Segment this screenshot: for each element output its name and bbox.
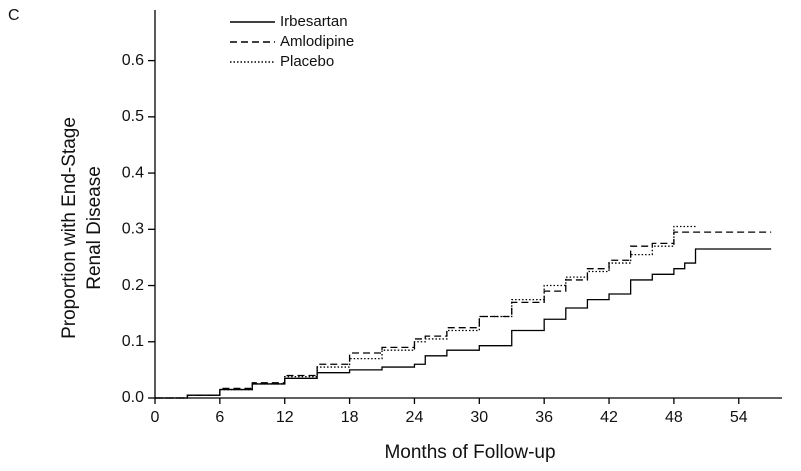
x-axis-label: Months of Follow-up [384, 442, 555, 463]
series-line [155, 231, 772, 399]
x-tick-label: 54 [730, 409, 748, 426]
x-tick-label: 30 [470, 409, 488, 426]
series-line [155, 248, 772, 399]
y-tick-label: 0.3 [122, 221, 144, 238]
y-axis-label: Renal Disease [84, 166, 105, 290]
y-tick-label: 0.2 [122, 277, 144, 294]
y-tick-label: 0.4 [122, 164, 144, 181]
x-tick-label: 12 [276, 409, 294, 426]
y-tick-label: 0.1 [122, 333, 144, 350]
x-tick-label: 48 [665, 409, 683, 426]
x-tick-label: 0 [151, 409, 160, 426]
x-tick-label: 6 [215, 409, 224, 426]
x-tick-label: 18 [341, 409, 359, 426]
y-axis-label: Proportion with End-Stage [59, 117, 80, 339]
y-tick-label: 0.5 [122, 108, 144, 125]
x-tick-label: 36 [535, 409, 553, 426]
panel-label: C [8, 7, 20, 24]
legend-label: Irbesartan [280, 13, 348, 30]
x-tick-label: 42 [600, 409, 618, 426]
legend-label: Placebo [280, 53, 334, 70]
y-tick-label: 0.6 [122, 52, 144, 69]
y-tick-label: 0.0 [122, 389, 144, 406]
x-tick-label: 24 [406, 409, 424, 426]
legend-label: Amlodipine [280, 33, 354, 50]
series-line [155, 225, 696, 399]
